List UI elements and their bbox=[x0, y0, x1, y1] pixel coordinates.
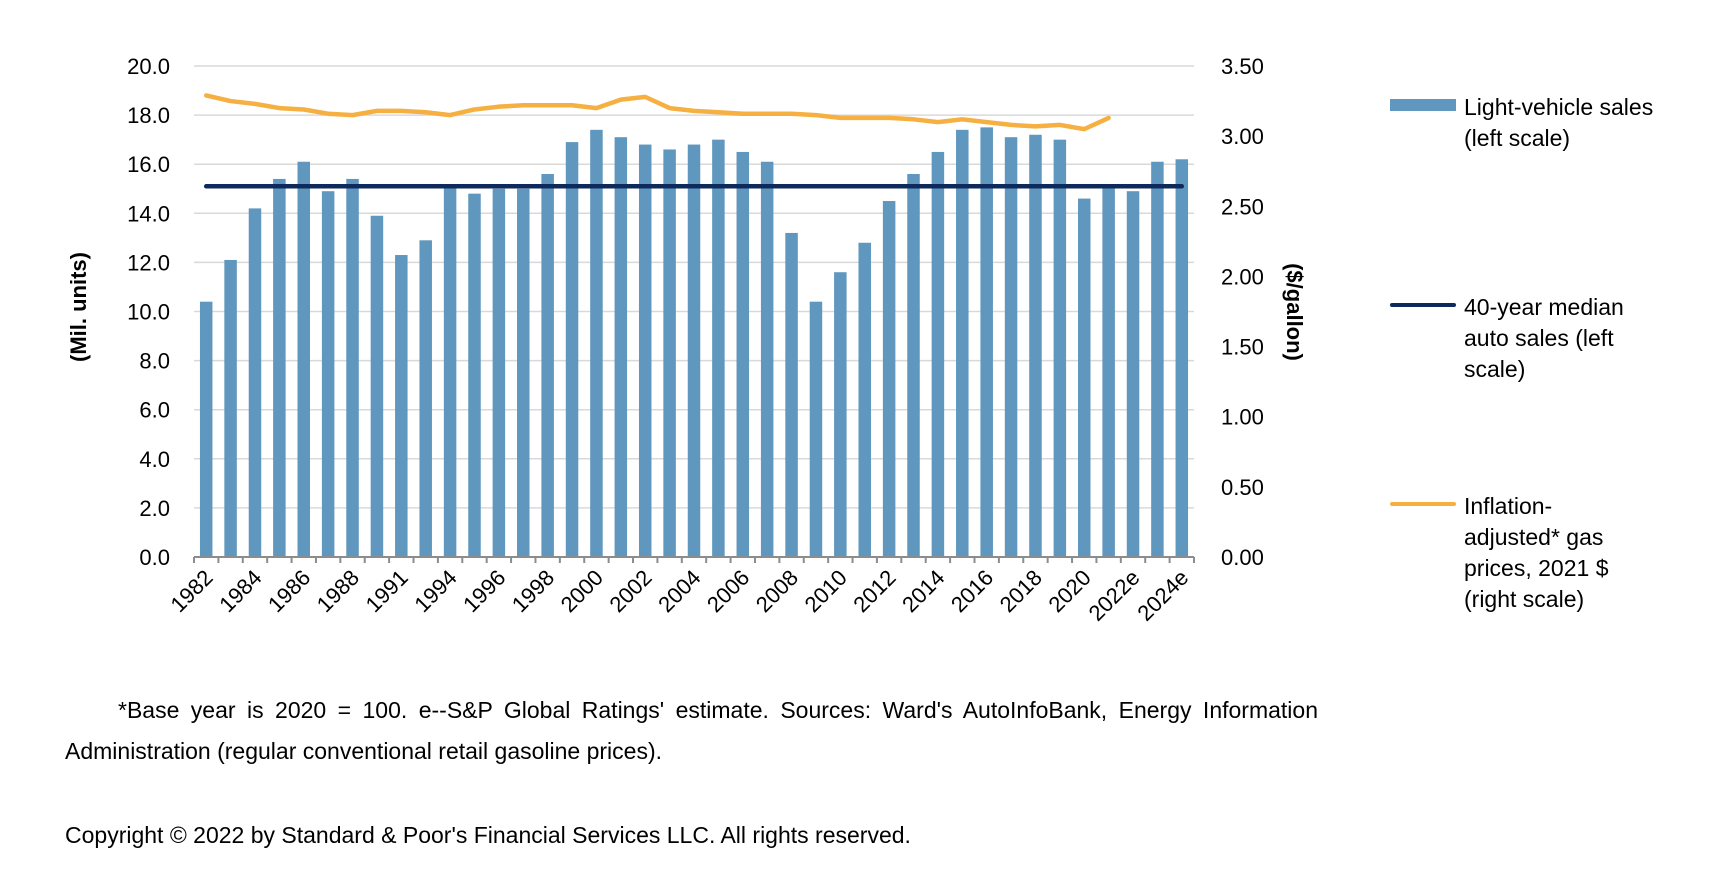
x-tick-label: 1982 bbox=[165, 565, 217, 617]
legend-line-swatch bbox=[1390, 502, 1456, 506]
bar bbox=[638, 144, 652, 557]
bar bbox=[760, 161, 774, 557]
axes bbox=[193, 556, 1195, 563]
line-series-gas-prices bbox=[203, 93, 1111, 132]
left-tick-label: 10.0 bbox=[127, 300, 170, 325]
x-tick-label: 1998 bbox=[507, 565, 559, 617]
x-tick-label: 2004 bbox=[653, 565, 705, 617]
left-tick-label: 8.0 bbox=[139, 349, 170, 374]
bar bbox=[1151, 161, 1164, 557]
bar bbox=[663, 149, 676, 557]
footnote: *Base year is 2020 = 100. e--S&P Global … bbox=[65, 697, 1318, 764]
legend-label: 40-year median auto sales (left scale) bbox=[1464, 294, 1624, 382]
bar bbox=[321, 191, 335, 557]
x-tick-label: 2008 bbox=[751, 565, 803, 617]
right-tick-label: 0.50 bbox=[1221, 475, 1264, 500]
x-tick-label: 2006 bbox=[702, 565, 754, 617]
x-tick-label: 2002 bbox=[604, 565, 656, 617]
bar bbox=[858, 242, 871, 557]
left-tick-label: 16.0 bbox=[127, 152, 170, 177]
right-axis-title: ($/gallon) bbox=[1282, 263, 1307, 361]
x-tick-label: 1996 bbox=[458, 565, 510, 617]
left-tick-label: 0.0 bbox=[139, 545, 170, 570]
bar bbox=[712, 139, 725, 557]
bar bbox=[1126, 191, 1140, 557]
bar bbox=[834, 272, 847, 557]
bar bbox=[980, 127, 993, 557]
left-axis-tick-labels: 0.0 2.0 4.0 6.0 8.0 10.0 12.0 14.0 16.0 18.0 20.0 bbox=[127, 54, 170, 570]
legend-label: Light-vehicle sales (left scale) bbox=[1464, 94, 1654, 151]
gas-price-line bbox=[203, 93, 1111, 132]
bar bbox=[224, 259, 237, 557]
bar bbox=[785, 232, 798, 557]
bar bbox=[907, 174, 920, 557]
x-tick-label: 2022e bbox=[1084, 565, 1145, 626]
bar bbox=[517, 188, 530, 557]
x-tick-label: 1991 bbox=[361, 565, 413, 617]
bar bbox=[492, 188, 506, 557]
bar bbox=[614, 137, 628, 557]
bar bbox=[1175, 159, 1189, 558]
bar bbox=[1004, 137, 1018, 557]
legend-line-swatch bbox=[1390, 303, 1456, 307]
left-tick-label: 20.0 bbox=[127, 54, 170, 79]
bar bbox=[931, 151, 945, 558]
right-tick-label: 3.50 bbox=[1221, 54, 1264, 79]
left-tick-label: 6.0 bbox=[139, 398, 170, 423]
copyright: Copyright © 2022 by Standard & Poor's Fi… bbox=[65, 822, 911, 848]
x-tick-label: 2016 bbox=[946, 565, 998, 617]
left-tick-label: 4.0 bbox=[139, 447, 170, 472]
right-tick-label: 1.50 bbox=[1221, 335, 1264, 360]
left-axis-title: (Mil. units) bbox=[66, 252, 91, 362]
x-tick-label: 1994 bbox=[409, 565, 461, 617]
x-tick-label: 2024e bbox=[1132, 565, 1193, 626]
bar bbox=[1053, 139, 1067, 557]
right-tick-label: 3.00 bbox=[1221, 124, 1264, 149]
x-tick-label: 2010 bbox=[800, 565, 852, 617]
legend-label: Inflation- adjusted* gas prices, 2021 $ … bbox=[1464, 493, 1609, 612]
x-tick-label: 2012 bbox=[848, 565, 900, 617]
bar bbox=[882, 201, 896, 557]
left-tick-label: 12.0 bbox=[127, 250, 170, 275]
bar bbox=[809, 301, 823, 557]
bar bbox=[1102, 186, 1115, 558]
bar bbox=[419, 240, 432, 557]
x-tick-label: 2000 bbox=[556, 565, 608, 617]
right-tick-label: 1.00 bbox=[1221, 405, 1264, 430]
bar bbox=[199, 301, 213, 557]
bar-series-light-vehicle-sales bbox=[199, 127, 1189, 558]
x-tick-label: 1988 bbox=[312, 565, 364, 617]
bar bbox=[736, 151, 750, 558]
legend-bar-swatch bbox=[1390, 99, 1456, 111]
left-tick-label: 2.0 bbox=[139, 496, 170, 521]
bar bbox=[297, 161, 311, 557]
bar bbox=[956, 129, 969, 557]
bar bbox=[565, 142, 579, 558]
right-axis-tick-labels: 0.00 0.50 1.00 1.50 2.00 2.50 3.00 3.50 bbox=[1221, 54, 1264, 570]
bar bbox=[1077, 198, 1091, 557]
x-tick-label: 1986 bbox=[263, 565, 315, 617]
x-tick-label: 1984 bbox=[214, 565, 266, 617]
x-tick-label: 2018 bbox=[995, 565, 1047, 617]
combo-chart: 0.02.04.06.08.010.012.014.016.018.020.0 … bbox=[66, 54, 1307, 626]
bar bbox=[370, 215, 384, 557]
x-axis-tick-labels: 1982198419861988199119941996199820002002… bbox=[165, 565, 1193, 626]
bar bbox=[248, 208, 262, 557]
bar bbox=[395, 255, 408, 557]
bar bbox=[468, 193, 481, 557]
bar bbox=[541, 174, 554, 557]
bar bbox=[687, 144, 701, 557]
bar bbox=[346, 178, 359, 557]
bar bbox=[443, 186, 457, 558]
left-tick-label: 14.0 bbox=[127, 201, 170, 226]
x-tick-label: 2014 bbox=[897, 565, 949, 617]
bar bbox=[1029, 134, 1042, 558]
left-tick-label: 18.0 bbox=[127, 103, 170, 128]
right-tick-label: 2.50 bbox=[1221, 194, 1264, 219]
bar bbox=[590, 129, 603, 557]
bar bbox=[273, 178, 286, 557]
right-tick-label: 2.00 bbox=[1221, 264, 1264, 289]
right-tick-label: 0.00 bbox=[1221, 545, 1264, 570]
